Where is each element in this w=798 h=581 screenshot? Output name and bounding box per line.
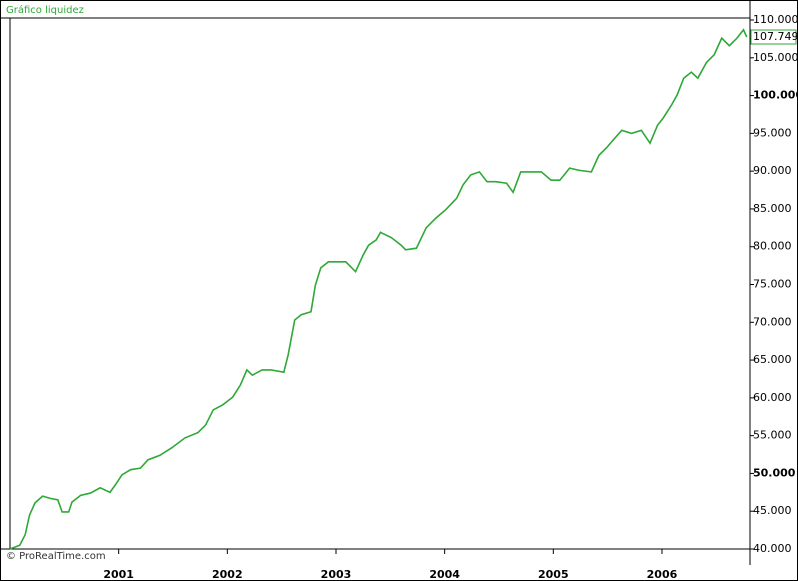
- y-tick-label: 65.000: [753, 353, 792, 366]
- x-tick-label: 2006: [647, 568, 678, 581]
- y-tick-label: 60.000: [753, 391, 792, 404]
- x-tick-label: 2005: [538, 568, 569, 581]
- last-value-box: [750, 29, 797, 45]
- y-tick-label: 105.000: [753, 51, 798, 64]
- y-tick-label: 100.000: [753, 89, 798, 102]
- y-tick-label: 40.000: [753, 542, 792, 555]
- y-tick-label: 45.000: [753, 504, 792, 517]
- x-tick-label: 2001: [103, 568, 134, 581]
- chart-title: Gráfico liquidez: [6, 4, 84, 16]
- y-tick-label: 70.000: [753, 315, 792, 328]
- x-tick-label: 2004: [429, 568, 460, 581]
- y-tick-label: 50.000: [753, 466, 796, 479]
- last-value-label: 107.749: [753, 30, 798, 43]
- y-tick-label: 75.000: [753, 278, 792, 291]
- watermark: © ProRealTime.com: [6, 551, 106, 562]
- x-tick-label: 2003: [321, 568, 352, 581]
- y-tick-label: 55.000: [753, 429, 792, 442]
- y-tick-label: 110.000: [753, 13, 798, 26]
- y-tick-label: 95.000: [753, 126, 792, 139]
- y-tick-label: 80.000: [753, 240, 792, 253]
- y-tick-label: 85.000: [753, 202, 792, 215]
- price-line: [9, 28, 748, 550]
- x-tick-label: 2002: [212, 568, 243, 581]
- y-tick-label: 90.000: [753, 164, 792, 177]
